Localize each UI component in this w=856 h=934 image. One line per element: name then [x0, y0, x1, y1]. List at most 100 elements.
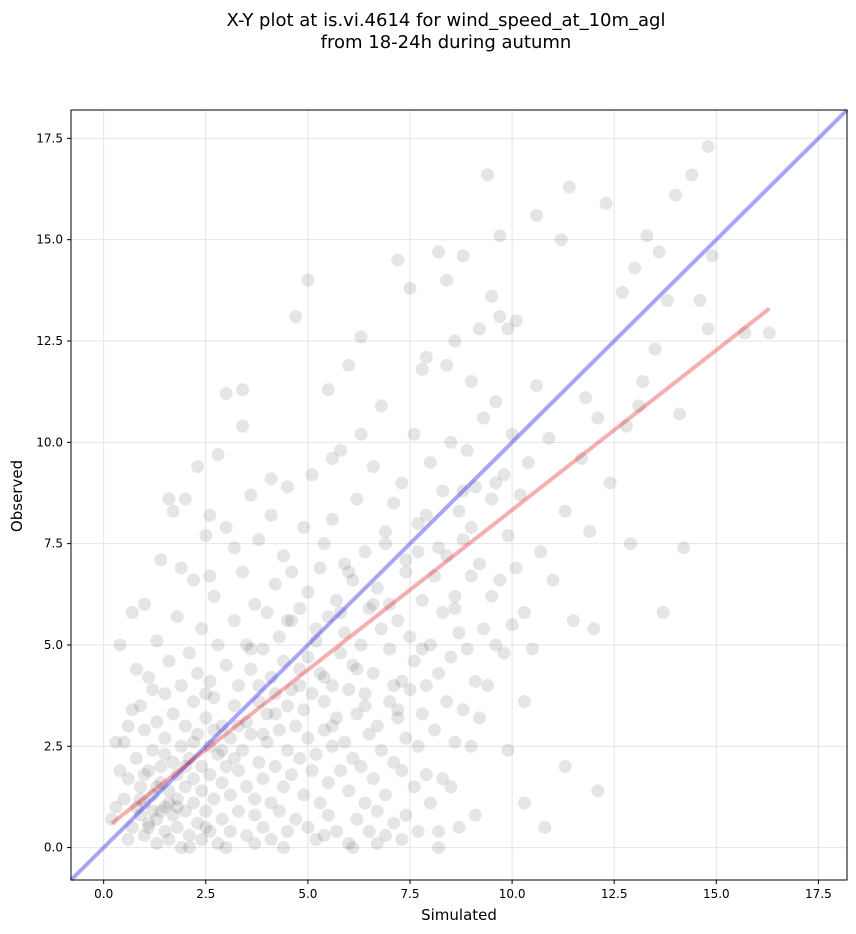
- scatter-point: [203, 674, 217, 688]
- x-tick-label: 2.5: [196, 887, 215, 901]
- scatter-point: [362, 727, 376, 741]
- scatter-point: [415, 362, 429, 376]
- scatter-point: [125, 606, 139, 620]
- scatter-point: [297, 788, 311, 802]
- scatter-points: [105, 139, 776, 855]
- scatter-point: [309, 832, 323, 846]
- scatter-point: [456, 703, 470, 717]
- scatter-point: [599, 196, 613, 210]
- scatter-point: [419, 768, 433, 782]
- scatter-point: [125, 820, 139, 834]
- scatter-point: [436, 772, 450, 786]
- scatter-point: [432, 245, 446, 259]
- scatter-point: [285, 614, 299, 628]
- scatter-point: [546, 573, 560, 587]
- scatter-point: [403, 281, 417, 295]
- scatter-point: [199, 804, 213, 818]
- scatter-point: [207, 589, 221, 603]
- scatter-point: [374, 399, 388, 413]
- scatter-point: [252, 678, 266, 692]
- scatter-point: [191, 727, 205, 741]
- scatter-point: [342, 565, 356, 579]
- scatter-point: [317, 537, 331, 551]
- scatter-point: [558, 760, 572, 774]
- scatter-point: [166, 707, 180, 721]
- scatter-point: [231, 678, 245, 692]
- scatter-point: [501, 743, 515, 757]
- scatter-point: [293, 662, 307, 676]
- scatter-point: [166, 808, 180, 822]
- scatter-point: [399, 565, 413, 579]
- scatter-point: [685, 168, 699, 182]
- chart-title-line2: from 18-24h during autumn: [321, 32, 572, 53]
- scatter-point: [109, 735, 123, 749]
- scatter-point: [464, 520, 478, 534]
- x-axis-label: Simulated: [421, 906, 497, 924]
- scatter-point: [293, 751, 307, 765]
- x-tick-label: 15.0: [703, 887, 730, 901]
- scatter-point: [215, 719, 229, 733]
- scatter-point: [301, 650, 315, 664]
- scatter-point: [407, 780, 421, 794]
- scatter-point: [677, 541, 691, 555]
- scatter-point: [693, 293, 707, 307]
- scatter-point: [317, 670, 331, 684]
- scatter-point: [191, 816, 205, 830]
- scatter-point: [366, 772, 380, 786]
- scatter-point: [280, 480, 294, 494]
- scatter-point: [158, 824, 172, 838]
- scatter-point: [121, 772, 135, 786]
- scatter-point: [407, 427, 421, 441]
- scatter-point: [464, 569, 478, 583]
- scatter-point: [329, 824, 343, 838]
- scatter-point: [415, 707, 429, 721]
- scatter-point: [191, 460, 205, 474]
- scatter-point: [248, 597, 262, 611]
- scatter-point: [481, 678, 495, 692]
- scatter-point: [133, 792, 147, 806]
- scatter-point: [146, 743, 160, 757]
- scatter-point: [313, 796, 327, 810]
- scatter-point: [117, 735, 131, 749]
- scatter-point: [162, 784, 176, 798]
- scatter-point: [203, 768, 217, 782]
- scatter-point: [252, 533, 266, 547]
- scatter-point: [387, 678, 401, 692]
- scatter-point: [301, 585, 315, 599]
- scatter-point: [276, 549, 290, 563]
- scatter-point: [113, 764, 127, 778]
- scatter-point: [240, 638, 254, 652]
- scatter-point: [762, 326, 776, 340]
- scatter-point: [223, 788, 237, 802]
- scatter-point: [656, 606, 670, 620]
- scatter-point: [289, 310, 303, 324]
- scatter-point: [632, 399, 646, 413]
- scatter-point: [256, 642, 270, 656]
- scatter-point: [464, 739, 478, 753]
- scatter-point: [195, 832, 209, 846]
- scatter-point: [231, 804, 245, 818]
- scatter-point: [325, 452, 339, 466]
- scatter-point: [240, 828, 254, 842]
- scatter-point: [346, 573, 360, 587]
- scatter-point: [432, 666, 446, 680]
- scatter-point: [383, 597, 397, 611]
- scatter-point: [423, 638, 437, 652]
- scatter-point: [477, 622, 491, 636]
- scatter-point: [264, 508, 278, 522]
- scatter-point: [374, 622, 388, 636]
- scatter-point: [579, 391, 593, 405]
- scatter-point: [219, 760, 233, 774]
- scatter-point: [154, 553, 168, 567]
- scatter-point: [268, 577, 282, 591]
- scatter-point: [517, 796, 531, 810]
- scatter-point: [297, 703, 311, 717]
- scatter-point: [211, 837, 225, 851]
- scatter-point: [138, 723, 152, 737]
- scatter-point: [591, 411, 605, 425]
- chart-title-line1: X-Y plot at is.vi.4614 for wind_speed_at…: [227, 10, 666, 31]
- scatter-point: [309, 747, 323, 761]
- scatter-point: [411, 545, 425, 559]
- scatter-point: [538, 820, 552, 834]
- scatter-point: [493, 229, 507, 243]
